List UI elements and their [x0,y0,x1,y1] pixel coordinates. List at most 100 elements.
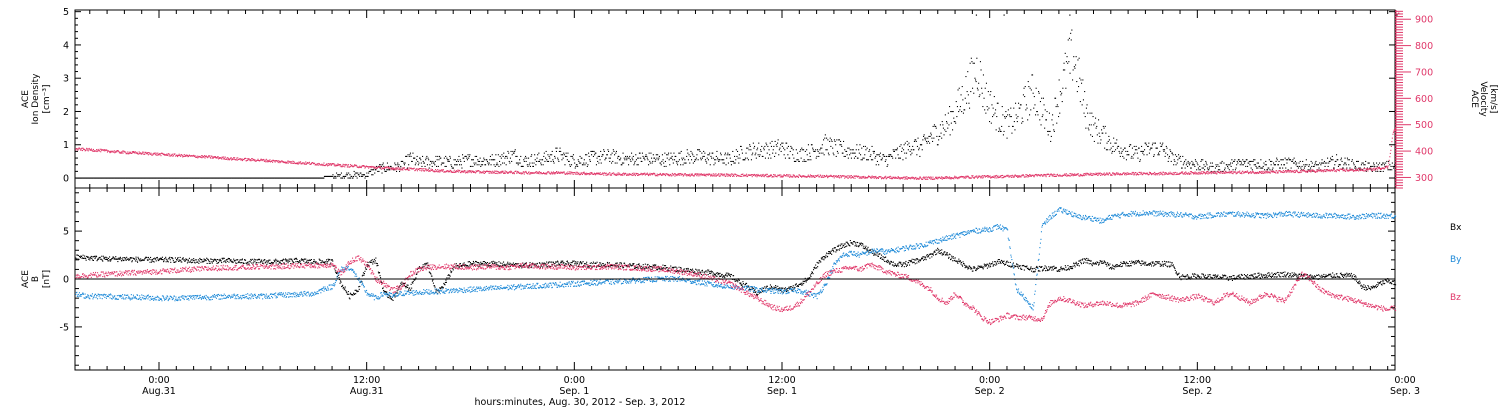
velocity-point [757,173,759,175]
density-point [1326,162,1328,164]
density-point [1392,165,1394,167]
velocity-point [1199,173,1201,175]
density-point [1079,101,1081,103]
velocity-point [1034,175,1036,177]
density-point [1233,160,1235,162]
velocity-point [476,171,478,173]
density-point [1164,155,1166,157]
density-point [729,154,731,156]
velocity-point [81,148,83,150]
velocity-point [781,176,783,178]
velocity-point [441,170,443,172]
density-point [81,177,83,179]
velocity-point [697,173,699,175]
density-point [455,164,457,166]
velocity-point [637,173,639,175]
density-point [283,177,285,179]
velocity-point [248,158,250,160]
density-point [708,154,710,156]
b-bx-point [144,257,146,259]
velocity-point [659,172,661,174]
velocity-point [984,175,986,177]
velocity-point [994,177,996,179]
density-point [512,152,514,154]
density-point [380,165,382,167]
density-point [220,177,222,179]
density-point [414,164,416,166]
velocity-point [383,166,385,168]
density-point [460,164,462,166]
density-point [1110,147,1112,149]
velocity-point [75,149,77,151]
density-point [472,165,474,167]
density-point [1346,157,1348,159]
velocity-point [368,167,370,169]
velocity-point [1348,170,1350,172]
density-point [548,160,550,162]
density-point [1325,162,1327,164]
velocity-point [1146,172,1148,174]
density-point [382,162,384,164]
velocity-point [349,166,351,168]
velocity-point [1039,175,1041,177]
velocity-point [1103,173,1105,175]
density-point [431,162,433,164]
density-point [702,155,704,157]
velocity-point [860,177,862,179]
density-point [976,57,978,59]
velocity-point [566,172,568,174]
density-point [526,157,528,159]
velocity-point [324,165,326,167]
velocity-point [659,173,661,175]
density-point [1000,130,1002,132]
velocity-point [1290,170,1292,172]
density-point [716,150,718,152]
density-point [870,154,872,156]
velocity-point [508,172,510,174]
density-point [179,177,181,179]
velocity-point [990,176,992,178]
velocity-point [1253,172,1255,174]
velocity-point [1072,173,1074,175]
velocity-point [673,174,675,176]
velocity-point [270,160,272,162]
velocity-point [680,173,682,175]
velocity-point [930,176,932,178]
density-point [260,177,262,179]
velocity-point [212,156,214,158]
density-point [635,154,637,156]
velocity-point [211,155,213,157]
velocity-point [826,174,828,176]
density-point [1097,142,1099,144]
density-point [978,82,980,84]
density-point [959,106,961,108]
density-point [1118,150,1120,152]
velocity-point [1283,172,1285,174]
density-point [1042,97,1044,99]
density-point [563,154,565,156]
density-point [289,177,291,179]
density-point [923,135,925,137]
density-point [1219,169,1221,171]
density-point [594,152,596,154]
density-point [1044,109,1046,111]
velocity-point [949,178,951,180]
density-point [450,164,452,166]
density-point [251,177,253,179]
density-point [1042,114,1044,116]
velocity-point [103,149,105,151]
density-point [205,177,207,179]
velocity-point [998,176,1000,178]
density-point [921,149,923,151]
density-point [989,121,991,123]
velocity-point [335,165,337,167]
b-bx-point [109,259,111,261]
b-bx-point [103,258,105,260]
velocity-point [636,173,638,175]
density-point [1077,59,1079,61]
density-point [984,109,986,111]
velocity-point [651,173,653,175]
velocity-point [497,171,499,173]
velocity-point [1388,159,1390,161]
velocity-point [679,174,681,176]
